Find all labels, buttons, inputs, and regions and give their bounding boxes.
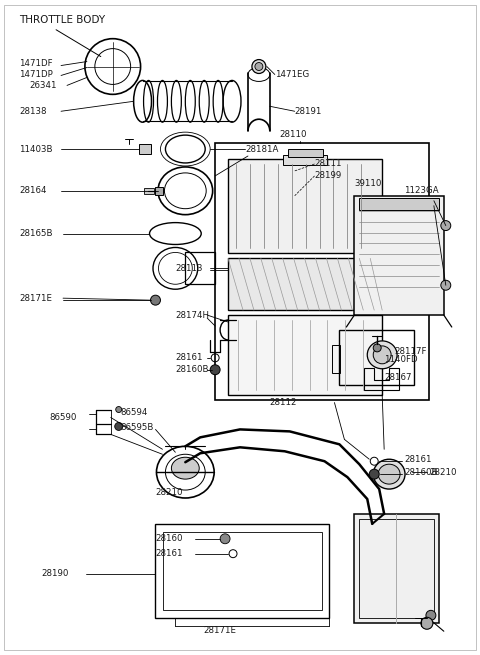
Bar (360, 198, 439, 210)
Text: 28112: 28112 (270, 398, 297, 407)
Bar (354, 514, 439, 624)
Text: 86595B: 86595B (120, 423, 154, 432)
Text: 39110: 39110 (354, 179, 382, 189)
Circle shape (373, 344, 381, 352)
Text: 28165B: 28165B (19, 229, 53, 238)
Text: 28171E: 28171E (19, 293, 52, 303)
Text: 28111: 28111 (314, 159, 342, 168)
Bar (139, 144, 151, 154)
Ellipse shape (171, 457, 199, 479)
Text: 1123GA: 1123GA (404, 186, 439, 195)
Bar (215, 143, 429, 400)
Bar (156, 524, 329, 618)
Circle shape (255, 62, 263, 71)
Text: 28161: 28161 (156, 549, 183, 558)
Text: 86590: 86590 (49, 413, 76, 422)
Text: THROTTLE BODY: THROTTLE BODY (19, 15, 106, 25)
Bar (288, 149, 323, 157)
Circle shape (252, 60, 266, 73)
Circle shape (369, 469, 379, 479)
Text: 28181A: 28181A (245, 145, 278, 153)
Circle shape (220, 534, 230, 544)
Text: 1471EG: 1471EG (275, 70, 309, 79)
Circle shape (116, 407, 122, 413)
Ellipse shape (378, 464, 400, 484)
Circle shape (426, 610, 436, 620)
Bar (228, 159, 382, 253)
Circle shape (441, 280, 451, 290)
Circle shape (421, 617, 433, 629)
Text: 28190: 28190 (41, 569, 69, 578)
Bar (354, 196, 444, 315)
Bar (333, 345, 340, 373)
Text: 28160B: 28160B (175, 365, 209, 374)
Circle shape (210, 365, 220, 375)
Text: 28161: 28161 (404, 455, 432, 464)
Text: 1140FD: 1140FD (384, 355, 418, 364)
Text: 28110: 28110 (280, 130, 307, 139)
Text: 28113: 28113 (175, 264, 203, 273)
Bar (228, 259, 382, 310)
Text: 28199: 28199 (314, 172, 342, 180)
Bar (164, 532, 322, 610)
Ellipse shape (373, 459, 405, 489)
Text: 28191: 28191 (295, 107, 322, 116)
Text: 28164: 28164 (19, 186, 47, 195)
Text: 28160: 28160 (156, 534, 183, 543)
Bar (144, 188, 154, 194)
Circle shape (151, 295, 160, 305)
Text: 28210: 28210 (156, 487, 183, 496)
Circle shape (115, 422, 123, 430)
Text: 86594: 86594 (120, 408, 148, 417)
Bar (228, 315, 382, 394)
Text: 1471DP: 1471DP (19, 70, 53, 79)
Text: 28174H: 28174H (175, 310, 209, 320)
Text: 28160B: 28160B (404, 468, 438, 477)
Text: 28161: 28161 (175, 353, 203, 362)
Text: 28210: 28210 (429, 468, 456, 477)
Circle shape (441, 221, 451, 231)
Bar (185, 252, 215, 284)
Bar (360, 519, 434, 618)
Text: 28171E: 28171E (204, 626, 237, 635)
Text: 28138: 28138 (19, 107, 47, 116)
Ellipse shape (373, 346, 391, 364)
Ellipse shape (367, 341, 397, 369)
Text: 28167: 28167 (384, 373, 412, 383)
Bar (339, 330, 414, 384)
Text: 26341: 26341 (29, 81, 57, 90)
Text: 1471DF: 1471DF (19, 59, 53, 68)
Text: 11403B: 11403B (19, 145, 53, 153)
Bar (283, 155, 327, 165)
Text: 28117F: 28117F (394, 347, 427, 356)
Bar (156, 187, 164, 195)
